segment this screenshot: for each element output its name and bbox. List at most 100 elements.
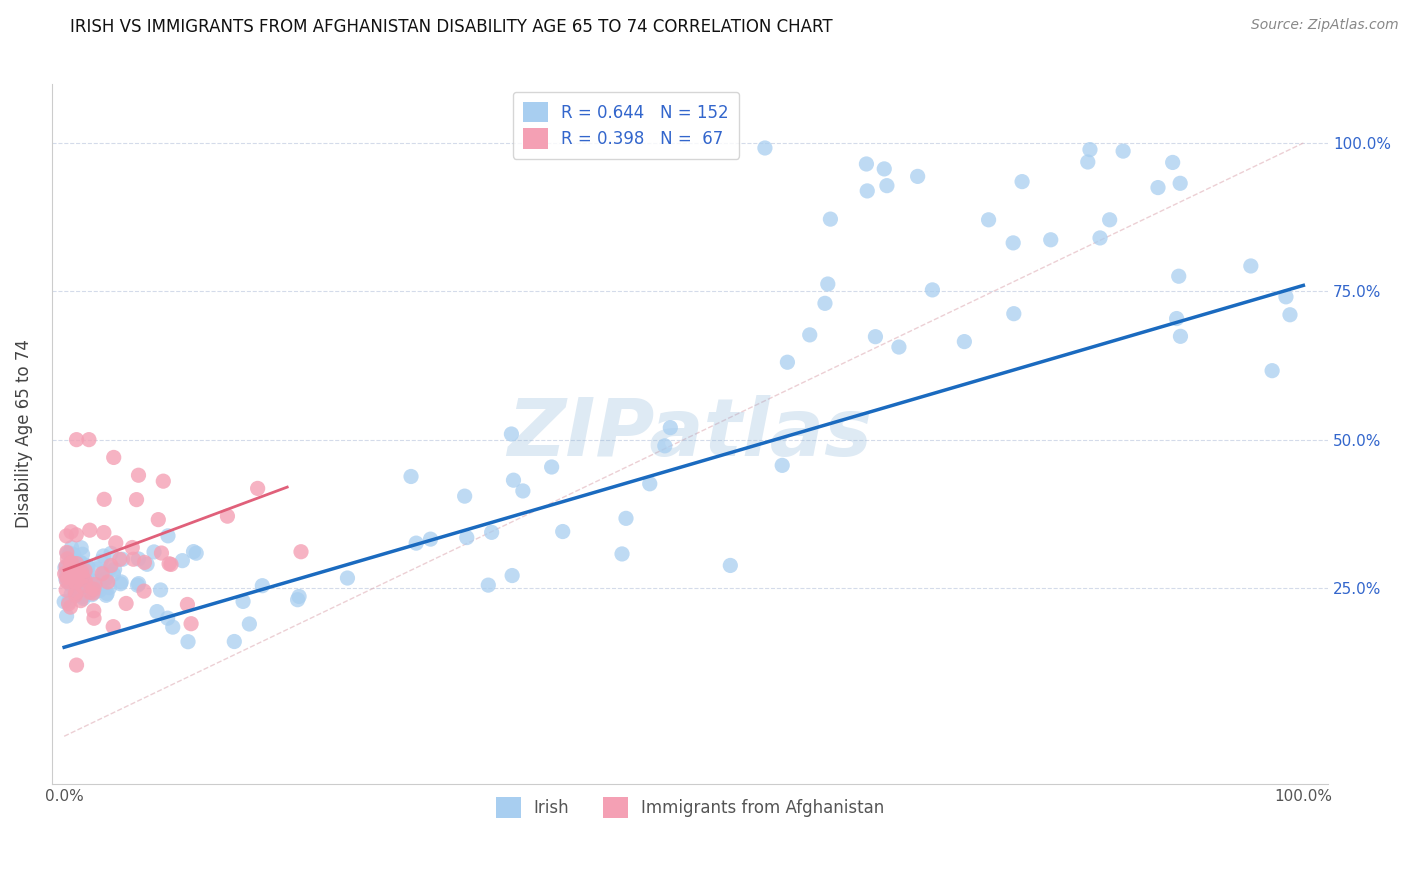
Point bbox=[127, 578, 149, 592]
Point bbox=[907, 169, 929, 184]
Point bbox=[512, 483, 534, 498]
Point bbox=[59, 546, 82, 560]
Point bbox=[128, 468, 150, 483]
Point bbox=[89, 583, 111, 598]
Point bbox=[501, 568, 523, 582]
Point bbox=[55, 559, 77, 574]
Point bbox=[94, 588, 117, 602]
Point bbox=[65, 585, 87, 599]
Point bbox=[1275, 290, 1298, 304]
Point bbox=[53, 560, 76, 574]
Point bbox=[540, 460, 562, 475]
Point bbox=[104, 536, 127, 550]
Point bbox=[91, 573, 114, 587]
Point bbox=[405, 536, 427, 550]
Point bbox=[180, 616, 202, 631]
Point bbox=[66, 573, 89, 587]
Point bbox=[610, 547, 633, 561]
Point bbox=[55, 566, 77, 580]
Point bbox=[160, 558, 183, 572]
Point bbox=[67, 583, 90, 598]
Point bbox=[65, 577, 87, 591]
Point bbox=[56, 574, 79, 589]
Point bbox=[55, 571, 77, 585]
Point bbox=[60, 524, 83, 539]
Point bbox=[977, 212, 1000, 227]
Point bbox=[224, 634, 246, 648]
Point bbox=[1077, 155, 1099, 169]
Point bbox=[67, 577, 90, 591]
Point bbox=[63, 565, 86, 579]
Point bbox=[93, 492, 115, 507]
Point bbox=[876, 178, 898, 193]
Point bbox=[60, 556, 83, 570]
Point bbox=[856, 184, 879, 198]
Point bbox=[58, 595, 80, 609]
Point bbox=[718, 558, 741, 573]
Point bbox=[55, 582, 77, 597]
Point bbox=[83, 604, 105, 618]
Point bbox=[186, 546, 208, 560]
Point bbox=[59, 570, 82, 584]
Point bbox=[59, 561, 82, 575]
Point bbox=[84, 585, 107, 599]
Text: ZIPatlas: ZIPatlas bbox=[508, 394, 873, 473]
Point bbox=[110, 576, 132, 591]
Point bbox=[501, 427, 523, 442]
Point bbox=[65, 557, 87, 571]
Point bbox=[176, 598, 198, 612]
Point bbox=[128, 576, 150, 591]
Point bbox=[79, 523, 101, 537]
Point bbox=[143, 545, 166, 559]
Point bbox=[502, 473, 524, 487]
Point bbox=[63, 590, 86, 604]
Point bbox=[72, 558, 94, 572]
Point bbox=[477, 578, 499, 592]
Point bbox=[55, 572, 77, 586]
Point bbox=[72, 590, 94, 604]
Point bbox=[1261, 364, 1284, 378]
Point bbox=[77, 433, 100, 447]
Point bbox=[75, 571, 97, 585]
Point bbox=[62, 574, 84, 588]
Point bbox=[1166, 311, 1188, 326]
Point bbox=[56, 546, 79, 560]
Point bbox=[69, 556, 91, 570]
Point bbox=[93, 566, 115, 580]
Point bbox=[53, 566, 76, 581]
Point bbox=[63, 569, 86, 583]
Point bbox=[156, 529, 179, 543]
Point bbox=[132, 584, 155, 599]
Point bbox=[217, 509, 239, 524]
Point bbox=[754, 141, 776, 155]
Point bbox=[83, 611, 105, 625]
Point bbox=[252, 579, 274, 593]
Point bbox=[152, 474, 174, 488]
Point bbox=[238, 617, 260, 632]
Point bbox=[60, 587, 83, 601]
Point bbox=[1002, 235, 1025, 250]
Point bbox=[66, 565, 89, 579]
Point bbox=[1167, 269, 1189, 284]
Point bbox=[76, 558, 98, 573]
Point bbox=[67, 568, 90, 582]
Point bbox=[148, 513, 170, 527]
Point bbox=[1011, 175, 1033, 189]
Point bbox=[72, 569, 94, 583]
Point bbox=[86, 562, 108, 576]
Point bbox=[73, 565, 96, 579]
Point bbox=[70, 566, 93, 580]
Point bbox=[65, 433, 87, 447]
Point bbox=[172, 554, 194, 568]
Point bbox=[56, 551, 79, 566]
Point bbox=[89, 580, 111, 594]
Point bbox=[399, 469, 422, 483]
Point bbox=[73, 564, 96, 578]
Point bbox=[77, 560, 100, 574]
Point bbox=[73, 564, 96, 578]
Point bbox=[59, 566, 82, 580]
Point bbox=[65, 528, 87, 542]
Point bbox=[654, 439, 676, 453]
Point bbox=[817, 277, 839, 291]
Point bbox=[82, 586, 104, 600]
